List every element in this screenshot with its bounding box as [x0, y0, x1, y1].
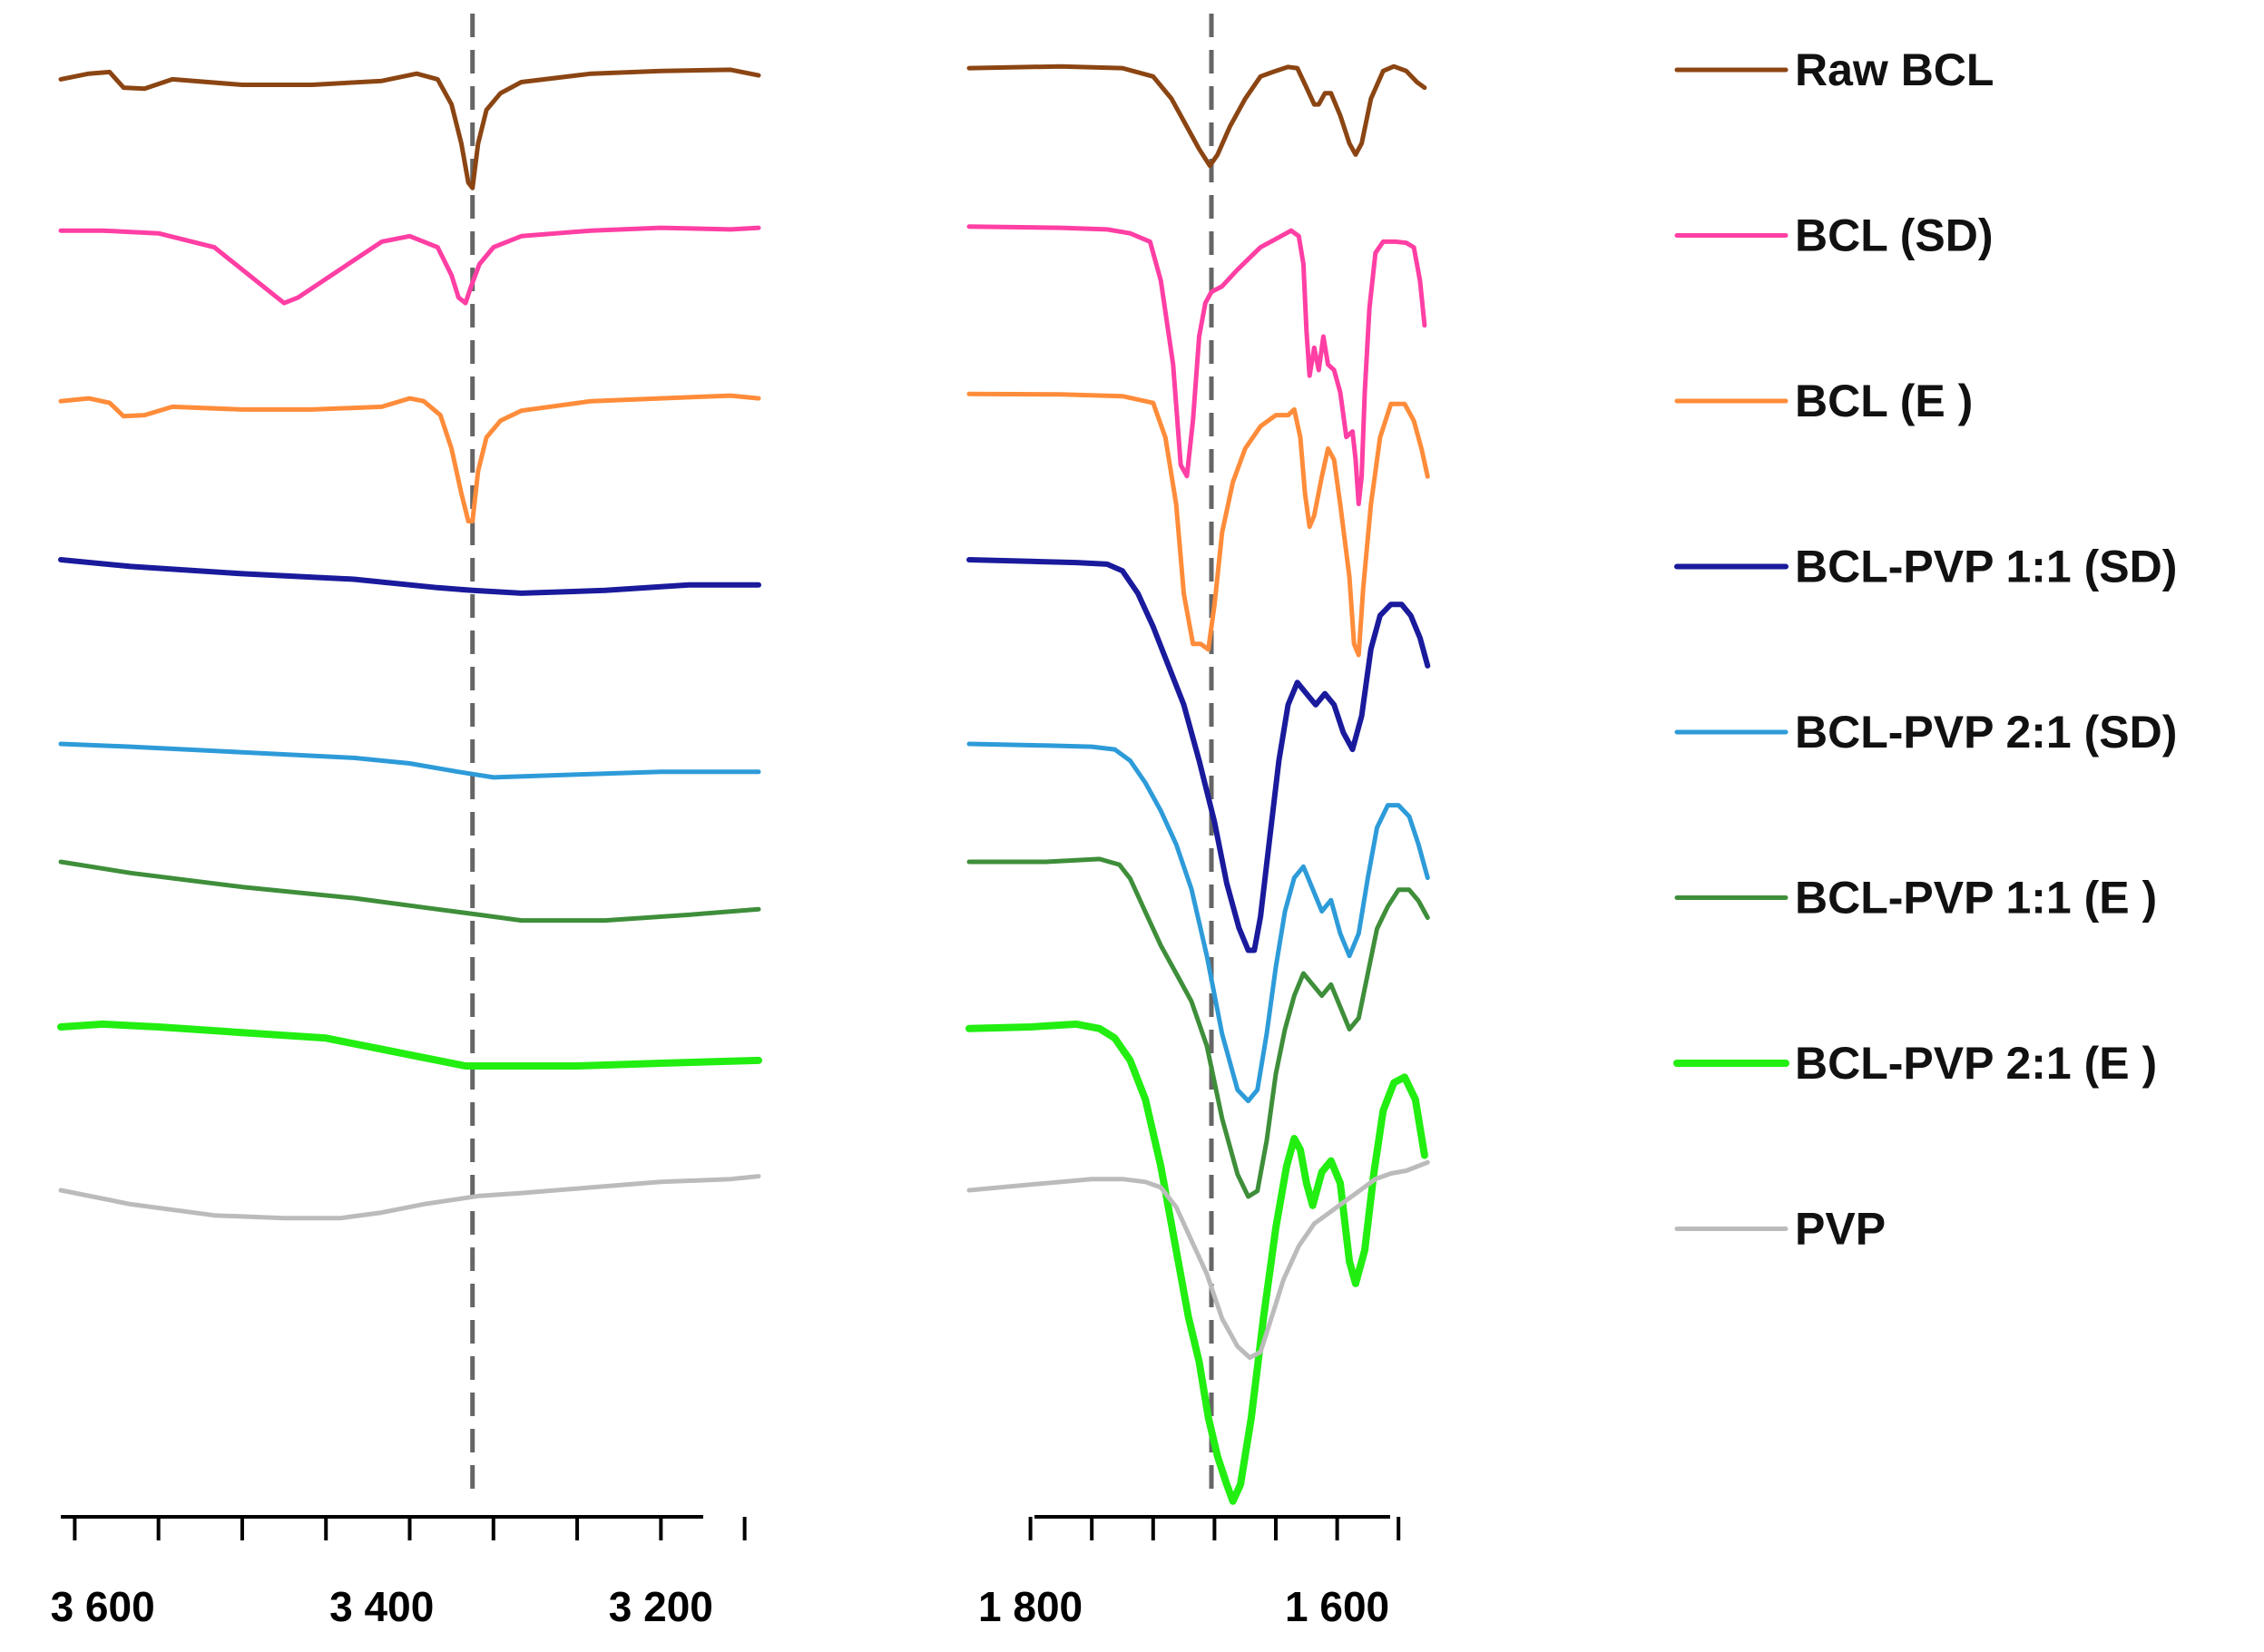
legend-label-raw-bcl: Raw BCL: [1795, 44, 1994, 95]
legend: Raw BCL BCL (SD) BCL (E ) BCL-PVP 1:1 (SD) B…: [1673, 44, 2177, 1255]
series-line-pvp: [966, 1159, 1430, 1360]
series-line-bcl-pvp-2-1-e: [965, 1020, 1428, 1505]
legend-label-bcl-pvp-2-1-sd: BCL-PVP 2:1 (SD): [1795, 707, 2177, 758]
panel-high-wavenumber: 3 600 3 400 3 200: [51, 14, 762, 1630]
legend-label-bcl-pvp-1-1-sd: BCL-PVP 1:1 (SD): [1795, 542, 2177, 592]
x-tick-label: 3 600: [51, 1583, 155, 1630]
series-line-bcl-pvp-2-1-sd: [58, 741, 761, 780]
series-line-bcl-pvp-1-1-e: [58, 859, 761, 924]
series-line-bcl-pvp-1-1-sd: [58, 557, 761, 596]
x-tick-label: 3 200: [609, 1583, 713, 1630]
series-line-bcl-e: [58, 393, 761, 523]
series-line-raw-bcl: [966, 64, 1427, 169]
series-line-pvp: [58, 1174, 761, 1221]
series-line-bcl-sd: [58, 225, 761, 306]
legend-label-bcl-sd: BCL (SD): [1795, 210, 1994, 261]
series-line-bcl-pvp-2-1-e: [57, 1020, 762, 1070]
legend-label-bcl-pvp-2-1-e: BCL-PVP 2:1 (E ): [1795, 1038, 2157, 1089]
x-tick-label: 3 400: [329, 1583, 434, 1630]
series-line-bcl-pvp-2-1-sd: [966, 741, 1430, 1104]
series-line-bcl-e: [966, 391, 1430, 658]
legend-label-pvp: PVP: [1795, 1204, 1886, 1255]
legend-label-bcl-pvp-1-1-e: BCL-PVP 1:1 (E ): [1795, 873, 2157, 924]
series-line-bcl-sd: [966, 224, 1427, 506]
series-line-raw-bcl: [58, 67, 761, 191]
panel-low-wavenumber: 1 800 1 600: [965, 14, 1431, 1630]
x-tick-label: 1 600: [1285, 1583, 1389, 1630]
series-line-bcl-pvp-1-1-e: [966, 856, 1430, 1199]
x-tick-label: 1 800: [978, 1583, 1083, 1630]
series-line-bcl-pvp-1-1-sd: [966, 557, 1431, 953]
legend-label-bcl-e: BCL (E ): [1795, 376, 1973, 426]
